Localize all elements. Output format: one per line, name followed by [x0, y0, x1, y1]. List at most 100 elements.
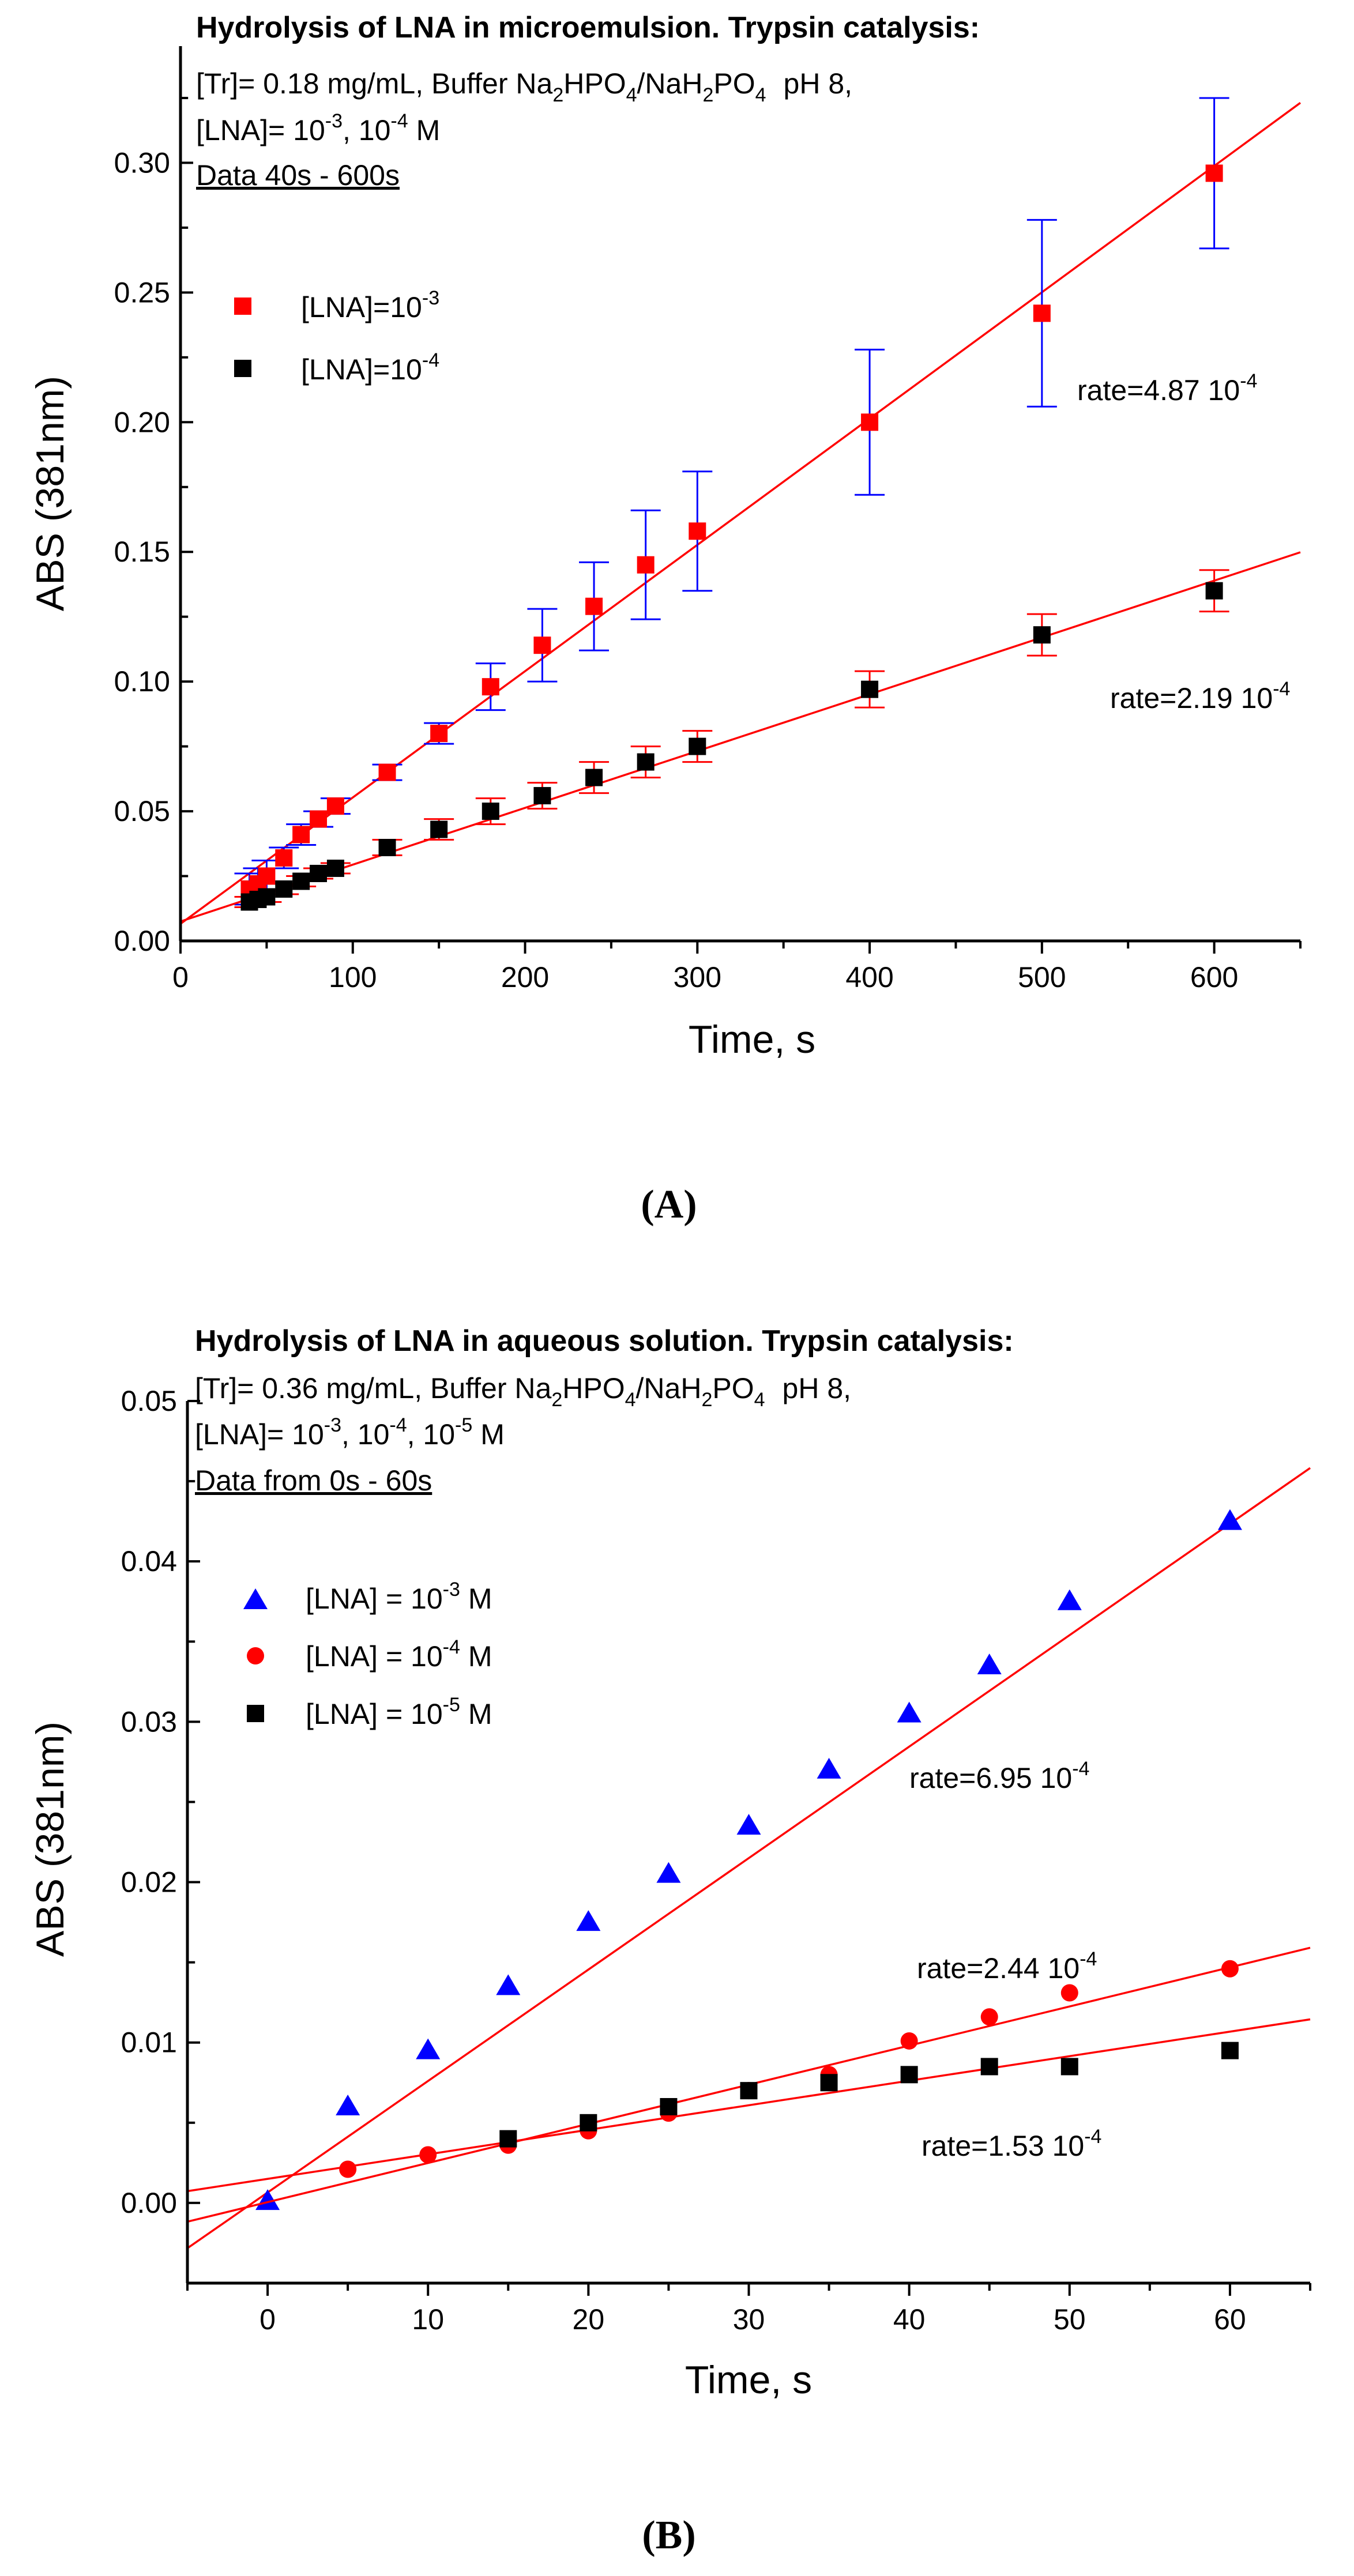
panel-a-y-ticks: 0.00 0.05 0.10 0.15 0.20 0.25 0.30 [114, 96, 193, 957]
data-point [1205, 164, 1223, 182]
panel-b-axes [186, 1401, 1310, 2285]
x-axis-label: Time, s [685, 2358, 812, 2402]
fit-line [187, 2018, 1311, 2193]
data-point [292, 826, 310, 843]
data-point [1221, 2042, 1239, 2059]
data-point [533, 787, 551, 805]
data-point [496, 1974, 521, 1995]
data-point [585, 769, 603, 786]
data-point [1033, 626, 1051, 644]
data-point [378, 763, 396, 781]
data-point [820, 2074, 838, 2092]
legend-label: [LNA] = 10-5 M [306, 1694, 492, 1730]
fit-line [187, 1467, 1311, 2249]
data-point [275, 849, 293, 867]
data-point [980, 2058, 998, 2076]
panel-a-marks [179, 97, 1302, 925]
fit-line [179, 101, 1302, 925]
data-point [258, 888, 276, 906]
data-point [861, 680, 879, 698]
data-point [482, 678, 499, 696]
data-point [258, 867, 276, 885]
data-point [326, 860, 344, 878]
y-tick-label: 0.15 [114, 536, 170, 568]
x-tick-label: 50 [1054, 2303, 1086, 2336]
data-point [482, 803, 499, 820]
data-point [255, 2189, 280, 2210]
x-axis-label: Time, s [689, 1018, 815, 1061]
panel-b-y-ticks: 0.00 0.01 0.02 0.03 0.04 0.05 [121, 1385, 200, 2284]
data-point [1060, 2058, 1078, 2076]
data-point [430, 820, 448, 838]
x-tick-label: 100 [329, 961, 377, 993]
y-tick-label: 0.25 [114, 276, 170, 308]
legend-label: [LNA]=10-4 [301, 349, 439, 386]
data-point [1217, 1509, 1242, 1530]
panel-a-conditions-line2: [LNA]= 10-3, 10-4 M [196, 110, 440, 146]
x-tick-label: 0 [172, 961, 189, 993]
data-point [637, 556, 655, 574]
rate-label: rate=2.19 10-4 [1110, 678, 1290, 714]
data-point [310, 865, 328, 883]
x-tick-label: 0 [259, 2303, 276, 2336]
panel-b-legend: [LNA] = 10-3 M [LNA] = 10-4 M [LNA] = 10-5… [243, 1579, 492, 1730]
panel-a-data-range: Data 40s - 600s [196, 159, 400, 191]
panel-a-chart: 0 100 200 300 400 500 600 0.00 0.05 0.10 0.15 0.20… [28, 11, 1302, 1227]
data-point [416, 2038, 441, 2059]
y-tick-label: 0.03 [121, 1705, 177, 1738]
x-tick-label: 200 [501, 961, 549, 993]
legend-label: [LNA]=10-3 [301, 287, 439, 323]
data-point [292, 872, 310, 890]
x-tick-label: 30 [733, 2303, 765, 2336]
panel-a-legend: [LNA]=10-3 [LNA]=10-4 [234, 287, 439, 386]
data-point [585, 597, 603, 615]
y-tick-label: 0.20 [114, 406, 170, 438]
legend-marker-black-square [247, 1705, 264, 1722]
panel-b-marks [187, 1467, 1311, 2249]
data-point [310, 810, 328, 828]
y-axis-label: ABS (381nm) [28, 376, 72, 611]
panel-b-conditions-line1: [Tr]= 0.36 mg/mL, Buffer Na2HPO4/NaH2PO4… [195, 1372, 851, 1411]
x-tick-label: 20 [573, 2303, 605, 2336]
panel-a-x-ticks: 0 100 200 300 400 500 600 [172, 941, 1302, 993]
panel-b-chart: 0 10 20 30 40 50 60 0.00 0.01 0.02 0.03 0.04 0.05 H… [28, 1324, 1311, 2558]
data-point [1060, 1984, 1078, 2002]
data-point [900, 2032, 918, 2050]
legend-marker-black-square [234, 360, 251, 377]
x-tick-label: 60 [1214, 2303, 1246, 2336]
data-point [817, 1757, 841, 1779]
x-tick-label: 600 [1190, 961, 1238, 993]
y-tick-label: 0.00 [114, 925, 170, 957]
data-point [656, 1862, 681, 1883]
x-tick-label: 400 [845, 961, 893, 993]
panel-a-title: Hydrolysis of LNA in microemulsion. Tryp… [196, 11, 980, 44]
data-point [1221, 1960, 1239, 1978]
data-point [430, 725, 448, 743]
panel-label: (A) [641, 1182, 697, 1227]
data-point [336, 2095, 360, 2115]
panel-a-conditions-line1: [Tr]= 0.18 mg/mL, Buffer Na2HPO4/NaH2PO4… [196, 67, 852, 106]
y-tick-label: 0.00 [121, 2187, 177, 2219]
data-point [1057, 1589, 1082, 1610]
panel-b-x-ticks: 0 10 20 30 40 50 60 [186, 2283, 1311, 2336]
data-point [378, 839, 396, 857]
data-point [897, 1701, 922, 1723]
data-point [689, 522, 706, 540]
data-point [900, 2066, 918, 2084]
data-point [736, 1814, 761, 1835]
x-tick-label: 40 [893, 2303, 926, 2336]
data-point [339, 2160, 357, 2178]
data-point [637, 753, 655, 771]
legend-marker-blue-triangle [243, 1588, 268, 1609]
x-tick-label: 500 [1018, 961, 1066, 993]
y-tick-label: 0.05 [121, 1385, 177, 1417]
fit-line [180, 551, 1301, 922]
panel-b-title: Hydrolysis of LNA in aqueous solution. T… [195, 1324, 1014, 1358]
data-point [1033, 304, 1051, 322]
rate-label: rate=4.87 10-4 [1077, 370, 1257, 406]
data-point [580, 2114, 597, 2131]
data-point [533, 637, 551, 654]
panel-b-conditions-line2: [LNA]= 10-3, 10-4, 10-5 M [195, 1414, 505, 1451]
rate-label: rate=6.95 10-4 [909, 1758, 1089, 1794]
